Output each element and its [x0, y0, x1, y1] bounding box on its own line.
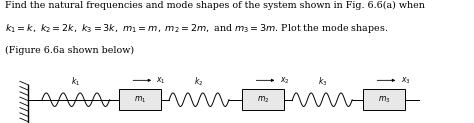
Text: Find the natural frequencies and mode shapes of the system shown in Fig. 6.6(a) : Find the natural frequencies and mode sh…	[5, 1, 425, 10]
Text: $m_3$: $m_3$	[378, 94, 390, 105]
Text: $x_2$: $x_2$	[280, 75, 289, 86]
Bar	[242, 89, 284, 110]
Text: $k_2$: $k_2$	[194, 75, 204, 88]
Text: $m_2$: $m_2$	[257, 94, 269, 105]
Text: $k_3$: $k_3$	[318, 75, 327, 88]
Text: $x_3$: $x_3$	[401, 75, 410, 86]
Bar	[363, 89, 405, 110]
Text: $k_1 = k,\ k_2 = 2k,\ k_3 = 3k,\ m_1 = m,\ m_2 = 2m,$ and $m_3 = 3m$. Plot the m: $k_1 = k,\ k_2 = 2k,\ k_3 = 3k,\ m_1 = m…	[5, 22, 388, 35]
Text: $k_1$: $k_1$	[71, 75, 81, 88]
Text: $m_1$: $m_1$	[134, 94, 146, 105]
Text: $x_1$: $x_1$	[156, 75, 166, 86]
Text: (Figure 6.6a shown below): (Figure 6.6a shown below)	[5, 46, 134, 55]
Bar	[118, 89, 161, 110]
